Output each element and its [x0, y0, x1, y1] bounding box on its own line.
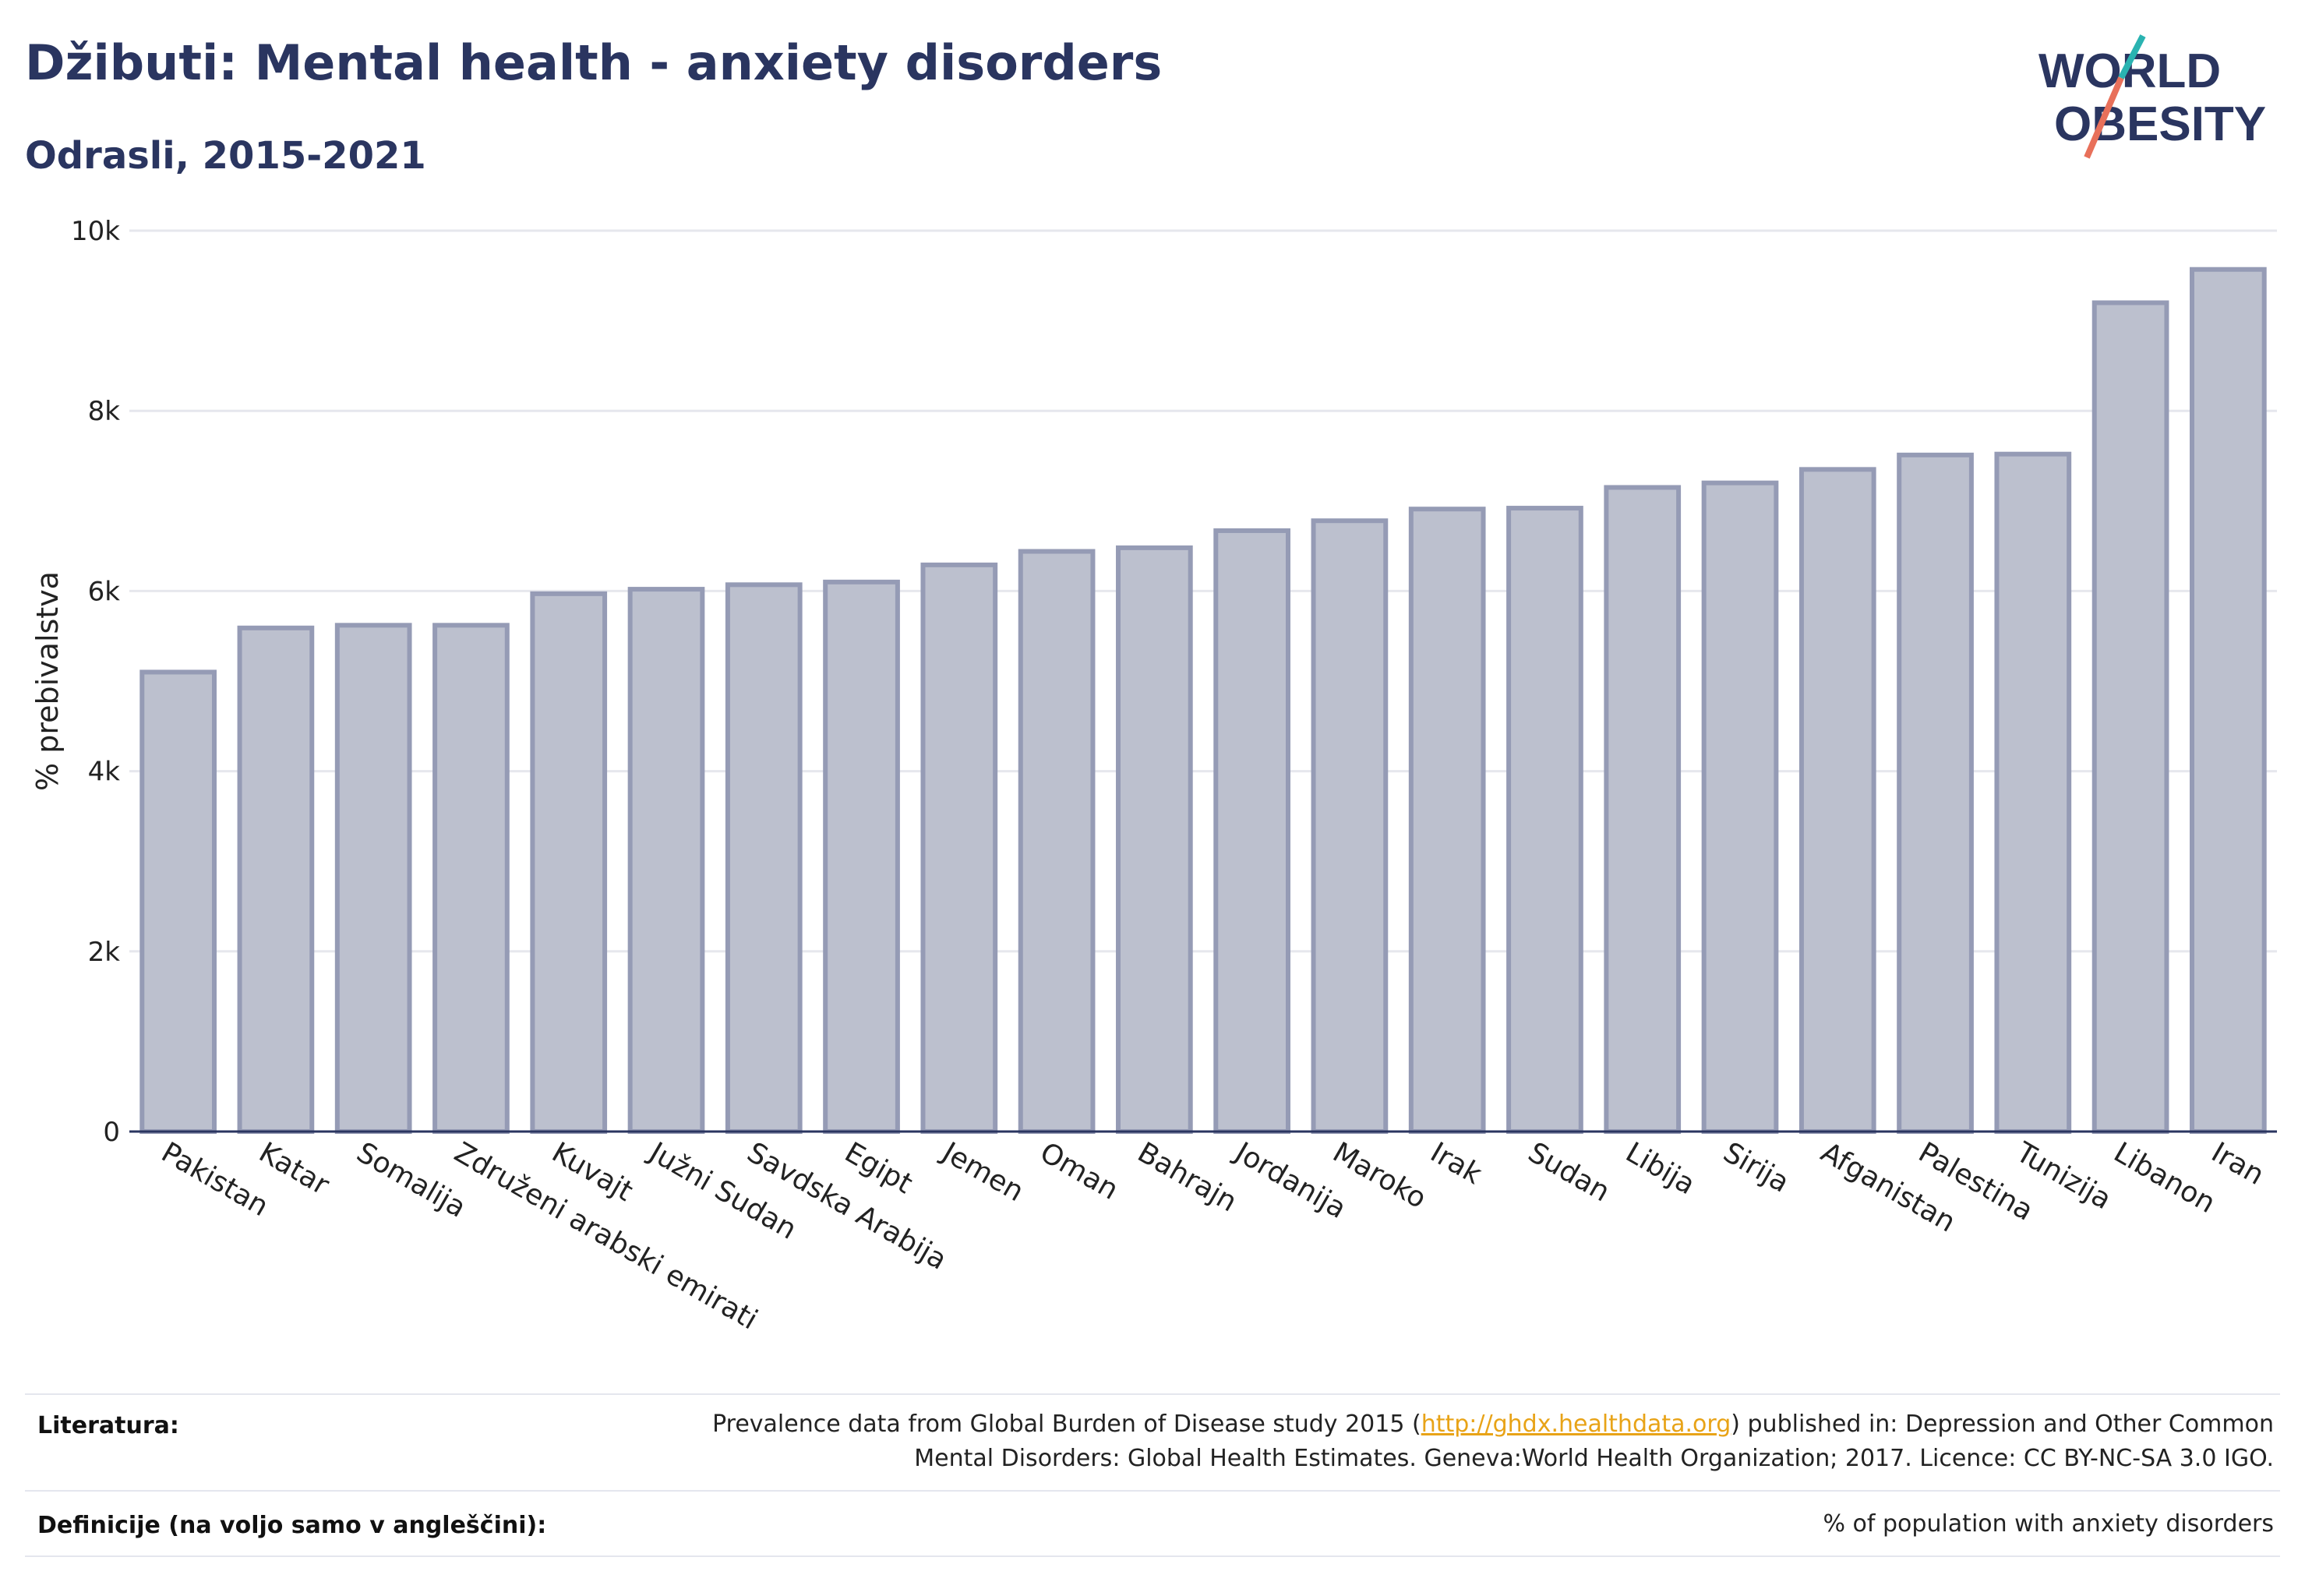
literature-label: Literatura:	[37, 1412, 179, 1439]
bar	[1213, 528, 1290, 1134]
bar	[432, 623, 510, 1134]
bar	[1897, 452, 1974, 1134]
logo-line2: OBESITY	[2054, 97, 2266, 151]
bar	[1408, 507, 1486, 1134]
literature-post: ) published in: Depression and Other Com…	[1731, 1411, 2274, 1438]
bar	[1994, 451, 2072, 1134]
bar	[1798, 467, 1876, 1134]
logo-line1: WORLD	[2038, 44, 2221, 98]
y-tick-label: 4k	[88, 757, 121, 788]
x-tick-label: Libanon	[2109, 1136, 2221, 1220]
bar	[530, 591, 608, 1134]
world-obesity-logo: WORLD OBESITY	[2038, 34, 2266, 159]
literature-pre: Prevalence data from Global Burden of Di…	[712, 1411, 1421, 1438]
definitions-text: % of population with anxiety disorders	[1823, 1510, 2274, 1538]
bar	[1701, 480, 1779, 1134]
definitions-label: Definicije (na voljo samo v angleščini):	[37, 1512, 547, 1539]
x-tick-label: Somalija	[351, 1136, 471, 1224]
chart-title: Džibuti: Mental health - anxiety disorde…	[25, 34, 1163, 91]
bar	[237, 625, 315, 1134]
footer-divider-top	[25, 1393, 2280, 1395]
x-tick-label: Bahrajn	[1132, 1136, 1242, 1218]
x-tick-label: Iran	[2206, 1136, 2269, 1192]
y-tick-label: 2k	[88, 937, 121, 968]
x-tick-label: Pakistan	[156, 1136, 274, 1223]
x-tick-label: Sirija	[1718, 1136, 1795, 1199]
chart-subtitle: Odrasli, 2015-2021	[25, 134, 426, 178]
bar	[1311, 518, 1389, 1134]
bar	[1116, 545, 1193, 1134]
bar	[920, 562, 998, 1134]
y-tick-label: 8k	[88, 396, 121, 427]
literature-line2: Mental Disorders: Global Health Estimate…	[914, 1445, 2274, 1472]
logo-coral-slash	[2084, 76, 2124, 159]
footer-divider-mid	[25, 1490, 2280, 1492]
literature-link[interactable]: http://ghdx.healthdata.org	[1421, 1411, 1731, 1438]
x-tick-label: Jemen	[936, 1135, 1029, 1208]
x-tick-label: Libija	[1620, 1136, 1700, 1201]
x-tick-label: Sudan	[1523, 1136, 1615, 1208]
bar	[1018, 549, 1096, 1134]
bar	[2190, 267, 2267, 1134]
x-tick-label: Jordanija	[1228, 1135, 1351, 1225]
bar	[725, 582, 803, 1134]
literature-text: Prevalence data from Global Burden of Di…	[712, 1407, 2274, 1476]
bar	[823, 579, 900, 1134]
y-tick-label: 10k	[71, 216, 120, 247]
bar	[334, 623, 412, 1134]
y-tick-label: 6k	[88, 576, 121, 607]
bar	[627, 587, 705, 1134]
y-tick-label: 0	[103, 1117, 120, 1148]
bar	[139, 669, 217, 1134]
x-tick-label: Irak	[1425, 1136, 1488, 1191]
bar	[1506, 506, 1583, 1134]
y-axis-label: % prebivalstva	[30, 571, 65, 791]
logo-teal-slash	[2118, 34, 2146, 79]
bar	[1604, 485, 1682, 1134]
footer-divider-bottom	[25, 1555, 2280, 1557]
bar	[2091, 300, 2169, 1135]
x-tick-label: Oman	[1035, 1136, 1124, 1206]
